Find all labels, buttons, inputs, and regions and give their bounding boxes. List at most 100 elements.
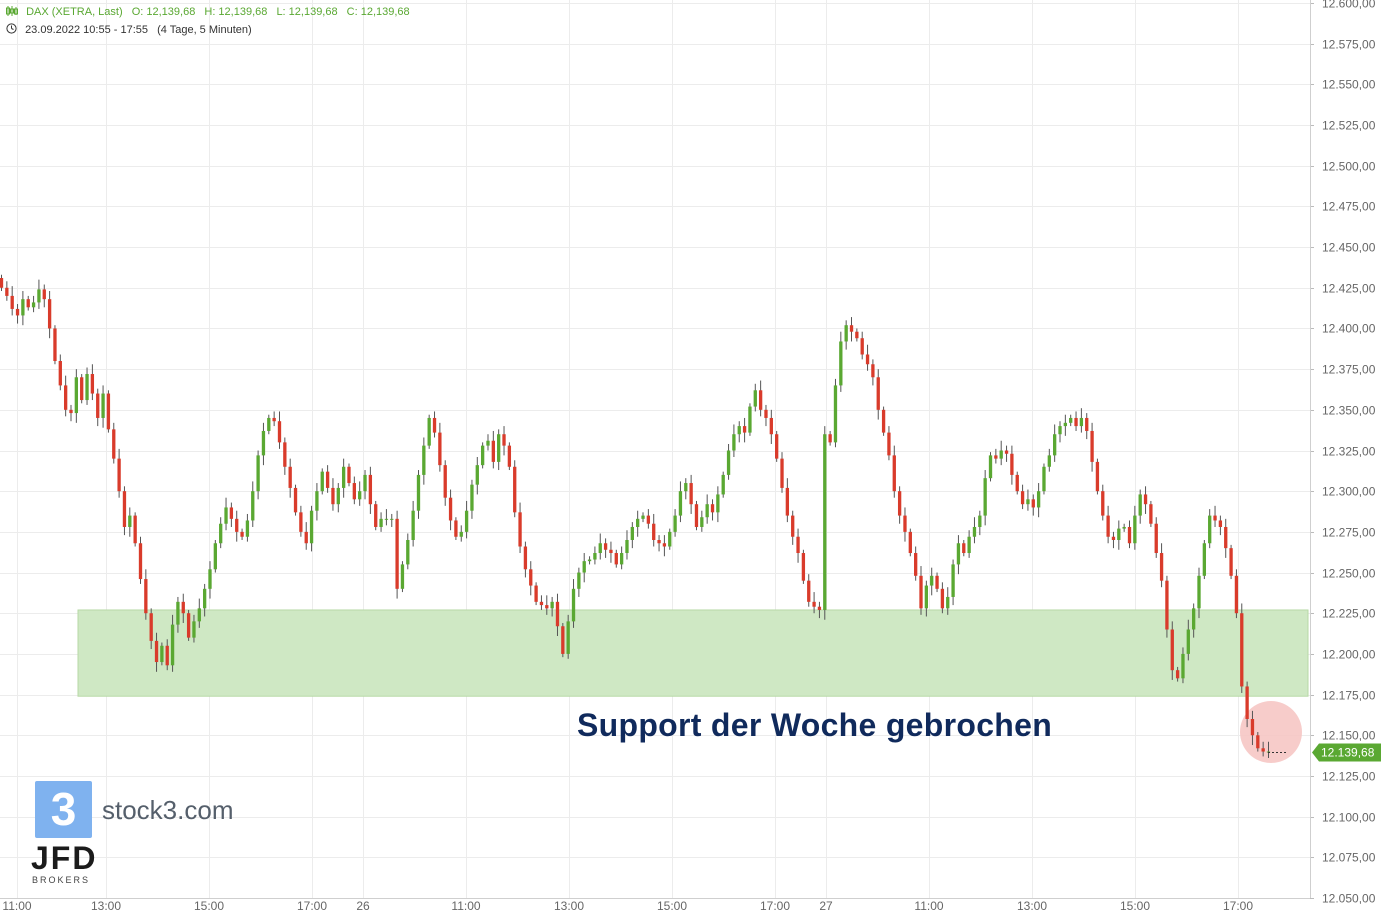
last-price-tag (1312, 743, 1381, 762)
candle-body (80, 377, 84, 401)
y-tick-label: 12.375,00 (1322, 363, 1376, 377)
candle-body (5, 287, 9, 296)
candle-body (887, 432, 891, 456)
candle-body (726, 450, 731, 475)
candle-body (368, 474, 373, 505)
breakdown-highlight (1240, 701, 1302, 764)
y-tick-label: 12.100,00 (1322, 811, 1376, 825)
candle-body (128, 515, 132, 527)
candle-body (416, 474, 421, 511)
candle-body (646, 515, 651, 524)
candlestick-icon (6, 6, 18, 16)
x-tick-label: 15:00 (657, 899, 687, 913)
candle-body (956, 543, 961, 565)
candle-body (106, 393, 111, 430)
candle-body (224, 507, 228, 524)
y-tick-label: 12.075,00 (1322, 851, 1376, 865)
candle-body (587, 559, 592, 562)
candle-body (325, 471, 330, 488)
candle-body (897, 491, 902, 516)
candle-body (1218, 520, 1223, 527)
candle-body (1036, 491, 1041, 508)
y-tick-label: 12.350,00 (1322, 404, 1376, 418)
candle-body (15, 308, 20, 316)
candle-body (235, 518, 239, 532)
candle-body (432, 417, 437, 433)
candle-body (513, 466, 517, 513)
candle-body (42, 289, 46, 300)
y-tick-label: 12.575,00 (1322, 38, 1376, 52)
candle-body (358, 491, 362, 500)
candle-body (507, 445, 512, 467)
candle-body (1197, 575, 1201, 609)
candle-body (919, 575, 923, 609)
candle-body (331, 487, 335, 505)
candle-body (1165, 580, 1169, 630)
candle-body (336, 487, 340, 505)
candle-body (881, 409, 886, 433)
candle-body (710, 504, 715, 513)
candle-body (122, 491, 127, 527)
candle-body (1117, 528, 1121, 540)
candle-body (85, 374, 89, 401)
candle-body (464, 510, 469, 532)
candle-body (1127, 526, 1132, 544)
high-value: H: 12,139,68 (204, 6, 268, 18)
candle-body (967, 536, 971, 554)
y-tick-label: 12.400,00 (1322, 322, 1376, 336)
x-tick-label: 11:00 (2, 899, 31, 913)
x-tick-label: 11:00 (914, 899, 943, 913)
candle-body (951, 564, 955, 597)
candle-body (999, 450, 1003, 459)
candle-body (229, 507, 234, 519)
candle-body (272, 417, 276, 422)
candle-body (1256, 735, 1260, 749)
candle-body (352, 483, 356, 500)
candle-body (390, 518, 394, 520)
candle-body (545, 605, 549, 609)
candle-body (165, 645, 169, 666)
x-tick-label: 26 (356, 899, 370, 913)
candle-body (149, 613, 153, 641)
candle-body (1191, 608, 1196, 630)
candle-body (1090, 430, 1094, 462)
candle-body (555, 601, 560, 627)
candle-body (459, 531, 463, 537)
chart-annotation: Support der Woche gebrochen (577, 707, 1053, 743)
open-value: O: 12,139,68 (131, 6, 196, 18)
candle-body (1010, 453, 1014, 475)
candle-body (801, 553, 806, 581)
candle-body (208, 569, 212, 589)
candle-body (721, 474, 725, 495)
candle-body (1058, 426, 1062, 435)
candle-body (438, 432, 442, 466)
candle-body (74, 377, 79, 414)
y-tick-label: 12.050,00 (1322, 892, 1376, 906)
candle-body (908, 531, 912, 554)
candle-body (758, 390, 763, 410)
candle-body (753, 390, 757, 407)
candle-body (1224, 526, 1228, 549)
candle-body (299, 512, 303, 532)
candle-body (833, 385, 838, 443)
candle-body (577, 572, 581, 589)
candle-body (764, 409, 768, 418)
x-tick-label: 11:00 (451, 899, 480, 913)
candle-body (1170, 629, 1174, 671)
candle-body (609, 549, 613, 554)
y-tick-label: 12.225,00 (1322, 607, 1376, 621)
candle-body (903, 515, 907, 532)
candle-body (684, 483, 688, 492)
candle-body (197, 608, 201, 622)
candle-body (502, 434, 506, 446)
support-zone (77, 609, 1309, 697)
candle-body (1234, 575, 1239, 614)
candle-body (133, 515, 137, 544)
candle-body (876, 377, 880, 410)
candle-body (839, 341, 843, 386)
candle-body (497, 434, 501, 462)
candle-body (304, 531, 308, 544)
candle-body (737, 426, 741, 435)
candle-body (657, 540, 661, 544)
